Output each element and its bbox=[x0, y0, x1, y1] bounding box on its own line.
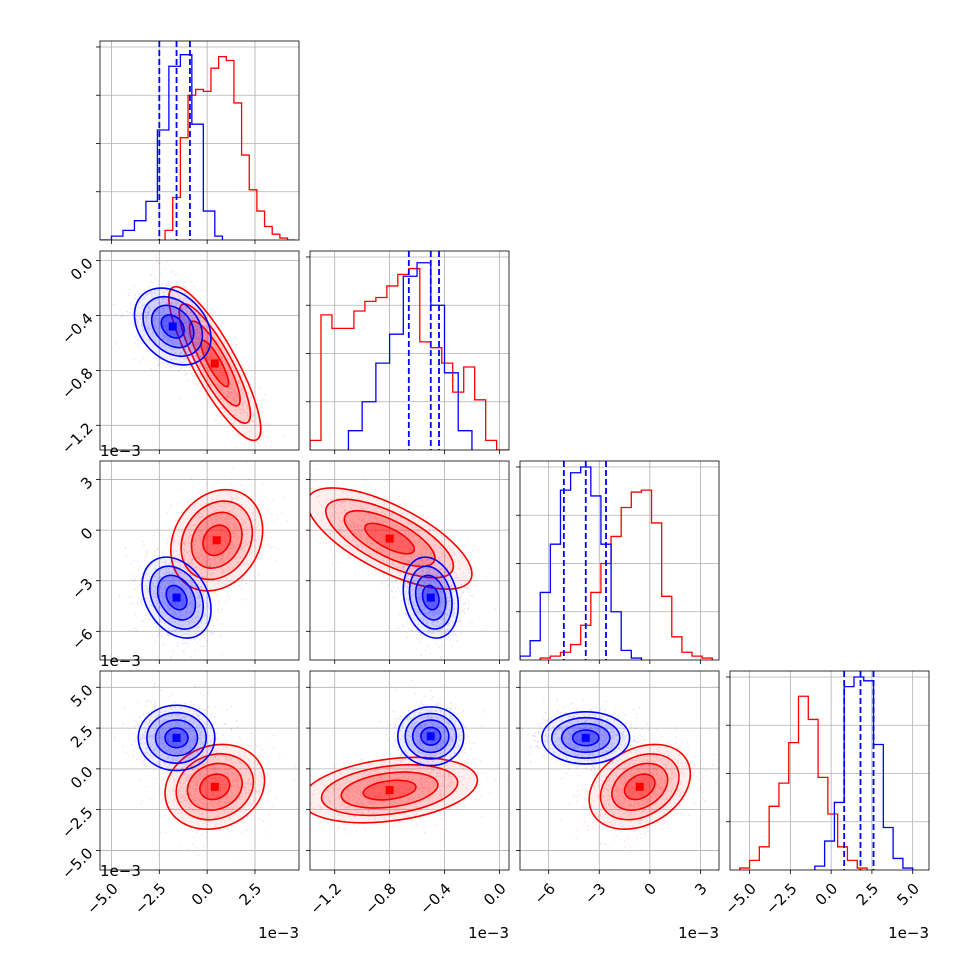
scatter-panel-1-3-background bbox=[310, 671, 509, 870]
scatter-panel-1-2-background bbox=[310, 461, 509, 660]
histogram-0 bbox=[100, 41, 296, 240]
density-0-1 bbox=[111, 256, 286, 449]
histogram-blue-series bbox=[520, 466, 643, 660]
blue-density-peak bbox=[168, 322, 177, 331]
x-axis-offset-label: 1e−3 bbox=[258, 924, 299, 942]
red-density-peak bbox=[385, 534, 394, 543]
scatter-panel-0-2-background bbox=[100, 461, 299, 660]
data-layer bbox=[100, 41, 914, 870]
x-tick-label: −5.0 bbox=[721, 880, 759, 918]
scatter-panel-0-1-background bbox=[100, 251, 299, 450]
x-tick-label: −2.5 bbox=[762, 880, 800, 918]
x-tick-label: 0.0 bbox=[812, 880, 842, 910]
histogram-1 bbox=[310, 251, 509, 450]
histogram-panel-2-background bbox=[520, 461, 719, 660]
histogram-panel-1-frame bbox=[309, 250, 510, 451]
scatter-panel-0-3-frame bbox=[99, 670, 300, 871]
histogram-panel-0-background bbox=[100, 41, 299, 240]
y-axis-offset-label: 1e−3 bbox=[100, 652, 141, 670]
x-tick-label: −6 bbox=[531, 880, 559, 908]
panel-backgrounds bbox=[100, 41, 929, 870]
x-tick-label: 2.5 bbox=[236, 880, 266, 910]
histogram-3 bbox=[739, 671, 914, 870]
scatter-panel-0-2-frame bbox=[99, 460, 300, 661]
density-0-2 bbox=[119, 461, 288, 658]
blue-density-peak bbox=[581, 733, 590, 742]
x-tick-label: −5.0 bbox=[83, 880, 121, 918]
y-tick-label: −2.5 bbox=[58, 803, 96, 841]
red-density-peak bbox=[635, 782, 644, 791]
panel-frames bbox=[96, 40, 930, 874]
y-tick-label: 0 bbox=[77, 524, 96, 543]
blue-scatter-points bbox=[111, 274, 236, 393]
y-axis-offset-label: 1e−3 bbox=[100, 442, 141, 460]
red-scatter-points bbox=[310, 743, 509, 837]
x-tick-label: 0 bbox=[641, 880, 660, 899]
scatter-panel-0-1-frame bbox=[99, 250, 300, 451]
density-2-3 bbox=[520, 698, 718, 870]
x-tick-label: 3 bbox=[691, 880, 710, 899]
histogram-blue-series bbox=[814, 676, 914, 870]
histogram-red-series bbox=[164, 55, 296, 240]
histogram-panel-0-frame bbox=[99, 40, 300, 241]
y-tick-label: −6 bbox=[68, 625, 96, 653]
x-axis-offset-label: 1e−3 bbox=[888, 924, 929, 942]
x-tick-label: 0.0 bbox=[188, 880, 218, 910]
histogram-2 bbox=[520, 461, 713, 660]
blue-density-peak bbox=[426, 732, 435, 741]
red-density-peak bbox=[210, 359, 219, 368]
blue-scatter-points bbox=[378, 679, 486, 783]
x-tick-label: 0.0 bbox=[480, 880, 510, 910]
red-scatter-points bbox=[140, 709, 296, 857]
density-0-3 bbox=[114, 683, 296, 857]
red-density-peak bbox=[210, 782, 219, 791]
x-tick-label: −0.4 bbox=[416, 880, 454, 918]
scatter-panel-2-3-frame bbox=[519, 670, 720, 871]
y-tick-label: 3 bbox=[77, 473, 96, 492]
y-tick-label: −5.0 bbox=[58, 844, 96, 882]
y-tick-label: 0.0 bbox=[67, 254, 97, 284]
blue-density-peak bbox=[172, 593, 181, 602]
blue-density-peak bbox=[172, 733, 181, 742]
scatter-panel-1-3-frame bbox=[309, 670, 510, 871]
x-axis-offset-label: 1e−3 bbox=[678, 924, 719, 942]
x-tick-label: −0.8 bbox=[361, 880, 399, 918]
histogram-blue-series bbox=[347, 262, 473, 450]
histogram-blue-series bbox=[100, 54, 224, 240]
histogram-red-series bbox=[539, 489, 713, 660]
red-density-peak bbox=[212, 536, 221, 545]
red-scatter-points bbox=[560, 725, 718, 870]
x-tick-label: 5.0 bbox=[893, 880, 923, 910]
histogram-panel-3-frame bbox=[729, 670, 930, 871]
y-tick-label: 5.0 bbox=[67, 681, 97, 711]
histogram-panel-3-background bbox=[730, 671, 929, 870]
histogram-panel-2-frame bbox=[519, 460, 720, 661]
red-density-peak bbox=[385, 786, 394, 795]
x-tick-label: −2.5 bbox=[131, 880, 169, 918]
y-tick-label: 2.5 bbox=[67, 722, 97, 752]
x-tick-label: 2.5 bbox=[853, 880, 883, 910]
density-1-2 bbox=[310, 468, 497, 659]
y-axis-offset-label: 1e−3 bbox=[100, 862, 141, 880]
scatter-panel-2-3-background bbox=[520, 671, 719, 870]
y-tick-label: −0.8 bbox=[58, 364, 96, 402]
y-tick-label: 0.0 bbox=[67, 763, 97, 793]
x-tick-label: −1.2 bbox=[306, 880, 344, 918]
histogram-red-series bbox=[739, 695, 868, 870]
y-tick-label: −0.4 bbox=[58, 309, 96, 347]
x-axis-offset-label: 1e−3 bbox=[468, 924, 509, 942]
y-tick-label: −1.2 bbox=[58, 419, 96, 457]
red-scatter-points bbox=[310, 468, 497, 627]
y-tick-label: −3 bbox=[68, 575, 96, 603]
x-tick-label: −3 bbox=[581, 880, 609, 908]
red-scatter-points bbox=[155, 256, 286, 449]
blue-density-peak bbox=[426, 593, 435, 602]
scatter-panel-1-2-frame bbox=[309, 460, 510, 661]
density-1-3 bbox=[310, 679, 509, 837]
